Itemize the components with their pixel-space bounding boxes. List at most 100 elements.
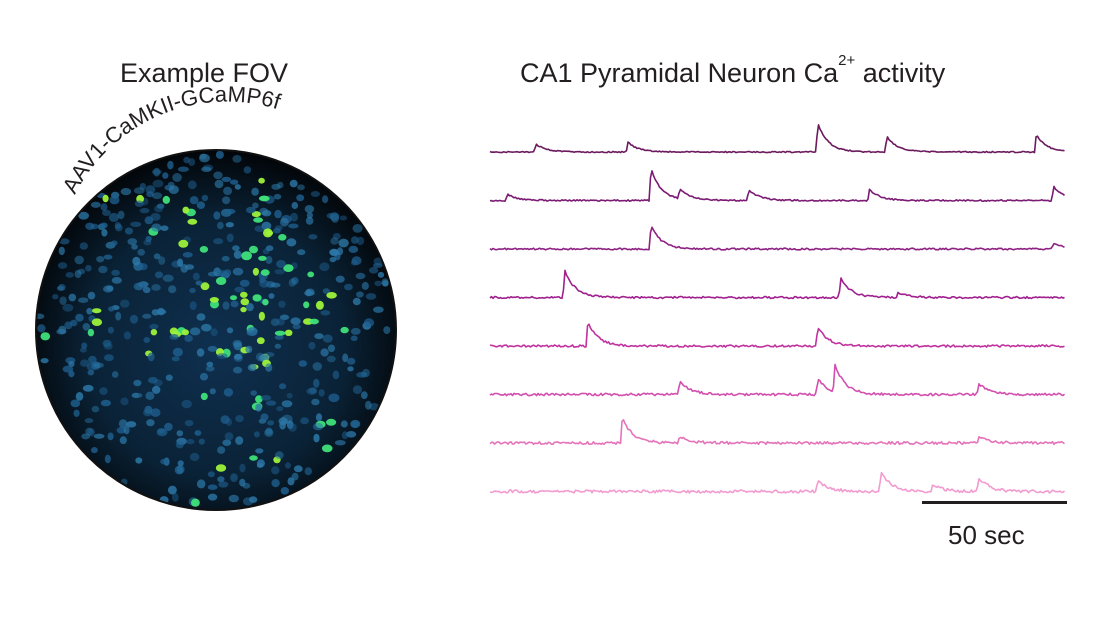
fov-cell [90, 223, 99, 230]
fov-cell [232, 340, 242, 347]
fov-cell [198, 438, 205, 445]
fov-cell [264, 428, 274, 437]
fov-cell [172, 347, 183, 357]
fov-cell [271, 466, 280, 475]
fov-cell [322, 288, 330, 294]
fov-cell [225, 208, 236, 214]
fov-cell [305, 216, 314, 225]
fov-cell [308, 234, 318, 240]
fov-cell [151, 169, 162, 175]
fov-cell [199, 153, 210, 163]
fov-cell [252, 294, 262, 302]
fov-cell [332, 370, 340, 380]
fov-cell [158, 256, 166, 265]
fov-cell [189, 196, 199, 205]
fov-cell [169, 334, 179, 340]
fov-cell [289, 179, 298, 188]
fov-cell [207, 345, 218, 352]
fov-cell [226, 418, 232, 426]
fov-cell [187, 218, 198, 225]
fov-cell [142, 313, 152, 319]
fov-cell [246, 330, 258, 337]
fov-cell [134, 200, 144, 207]
fov-cell [240, 291, 248, 298]
fov-cell [133, 379, 142, 387]
fov-cell [196, 313, 206, 321]
fov-cell [139, 207, 150, 214]
fov-cell [319, 262, 330, 272]
fov-cell [189, 327, 201, 336]
fov-cell [368, 267, 379, 274]
fov-cell [346, 431, 357, 438]
fov-cell [360, 371, 368, 378]
fov-cell [101, 228, 108, 237]
fov-cell [40, 358, 49, 364]
fov-cell [270, 282, 281, 288]
fov-cell [329, 248, 339, 257]
fov-cell [245, 345, 253, 354]
fov-cell [255, 448, 264, 454]
fov-cell [153, 253, 161, 260]
fov-cell [143, 408, 153, 417]
fov-cell [107, 326, 114, 334]
fov-cell [232, 155, 242, 163]
fov-cell [207, 484, 218, 491]
fov-cell [214, 179, 224, 189]
fov-cell [374, 280, 382, 287]
fov-cell [255, 352, 265, 362]
fov-cell [306, 388, 318, 395]
fov-cell [148, 376, 158, 384]
fov-cell [164, 422, 173, 431]
fov-cell [145, 185, 156, 194]
fov-cell [182, 252, 193, 258]
scale-bar-label: 50 sec [948, 520, 1025, 550]
fov-cell [340, 326, 349, 334]
fov-cell [150, 408, 161, 417]
fov-cell [201, 166, 212, 172]
traces-title-text: CA1 Pyramidal Neuron Ca [520, 58, 839, 88]
fov-cell [286, 392, 293, 399]
fov-cell [228, 494, 239, 503]
trace-2 [489, 170, 1066, 202]
fov-cell [313, 433, 320, 443]
fov-cell [256, 337, 265, 345]
fov-cell [152, 179, 164, 188]
fov-cell [342, 353, 349, 363]
fov-cell [308, 341, 316, 350]
fov-cell [206, 361, 214, 367]
fov-cell [243, 166, 252, 174]
fov-cell [180, 264, 189, 273]
fov-cell [135, 282, 145, 291]
fov-cell [328, 393, 340, 403]
fov-cell [111, 371, 119, 378]
fov-cell [59, 296, 67, 306]
fov-cell [265, 363, 273, 372]
fov-cell [258, 255, 267, 261]
fov-cell [332, 233, 341, 240]
fov-cell [312, 422, 324, 431]
fov-cell [176, 430, 184, 437]
fov-cell [259, 277, 266, 284]
fov-cell [280, 487, 289, 495]
fov-cell [88, 355, 97, 364]
fov-cell [224, 432, 234, 441]
fov-cell [234, 286, 245, 293]
fov-cell [145, 391, 155, 400]
fov-cell [296, 194, 305, 202]
fov-cell [360, 391, 368, 400]
fov-cell [265, 400, 277, 406]
fov-cell [348, 245, 359, 253]
fov-cell [311, 398, 320, 406]
fov-cell [320, 310, 331, 316]
fov-cell [93, 433, 105, 439]
fov-cell [174, 465, 184, 475]
fov-cell [232, 267, 244, 276]
fov-cell [80, 359, 90, 367]
fov-cell [365, 293, 377, 300]
fov-cell [189, 452, 200, 462]
fov-cell [347, 357, 356, 365]
fov-cell [178, 239, 189, 248]
fov-cell [268, 293, 275, 299]
fov-cell [217, 221, 224, 230]
fov-cell [259, 195, 269, 201]
